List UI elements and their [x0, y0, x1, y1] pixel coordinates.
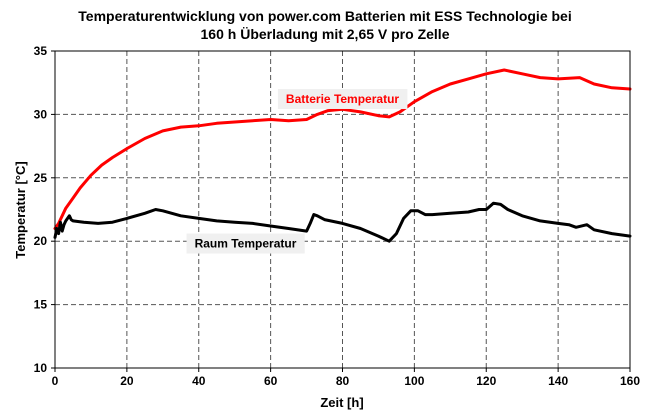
y-tick-label: 10	[34, 361, 48, 375]
x-tick-label: 60	[264, 374, 278, 388]
series-line-1	[53, 201, 632, 243]
x-tick-label: 0	[52, 374, 59, 388]
y-tick-label: 35	[34, 44, 48, 58]
annotation-label: Batterie Temperatur	[286, 92, 399, 106]
x-tick-label: 40	[192, 374, 206, 388]
y-tick-label: 25	[34, 171, 48, 185]
y-tick-label: 30	[34, 107, 48, 121]
x-tick-label: 160	[620, 374, 640, 388]
x-tick-label: 20	[120, 374, 134, 388]
y-tick-label: 20	[34, 234, 48, 248]
chart-title-line-1: Temperaturentwicklung von power.com Batt…	[78, 8, 571, 24]
annotation-label: Raum Temperatur	[195, 237, 297, 251]
x-axis-label: Zeit [h]	[320, 395, 363, 410]
y-tick-label: 15	[34, 298, 48, 312]
x-tick-label: 100	[404, 374, 424, 388]
x-tick-label: 120	[476, 374, 496, 388]
y-axis-label: Temperatur [°C]	[13, 161, 28, 258]
annotation-background	[277, 88, 408, 109]
annotations: Batterie Temperatur Raum Temperatur	[186, 88, 408, 254]
annotation-background	[186, 233, 305, 254]
series-group	[53, 68, 632, 243]
series-line-0	[53, 68, 632, 230]
x-tick-label: 80	[336, 374, 350, 388]
axis-ticks: 0 20 40 60 80 100 120 140 160 10 15 20 25 30 35	[34, 44, 641, 388]
x-tick-label: 140	[548, 374, 568, 388]
chart-title-line-2: 160 h Überladung mit 2,65 V pro Zelle	[201, 26, 450, 42]
